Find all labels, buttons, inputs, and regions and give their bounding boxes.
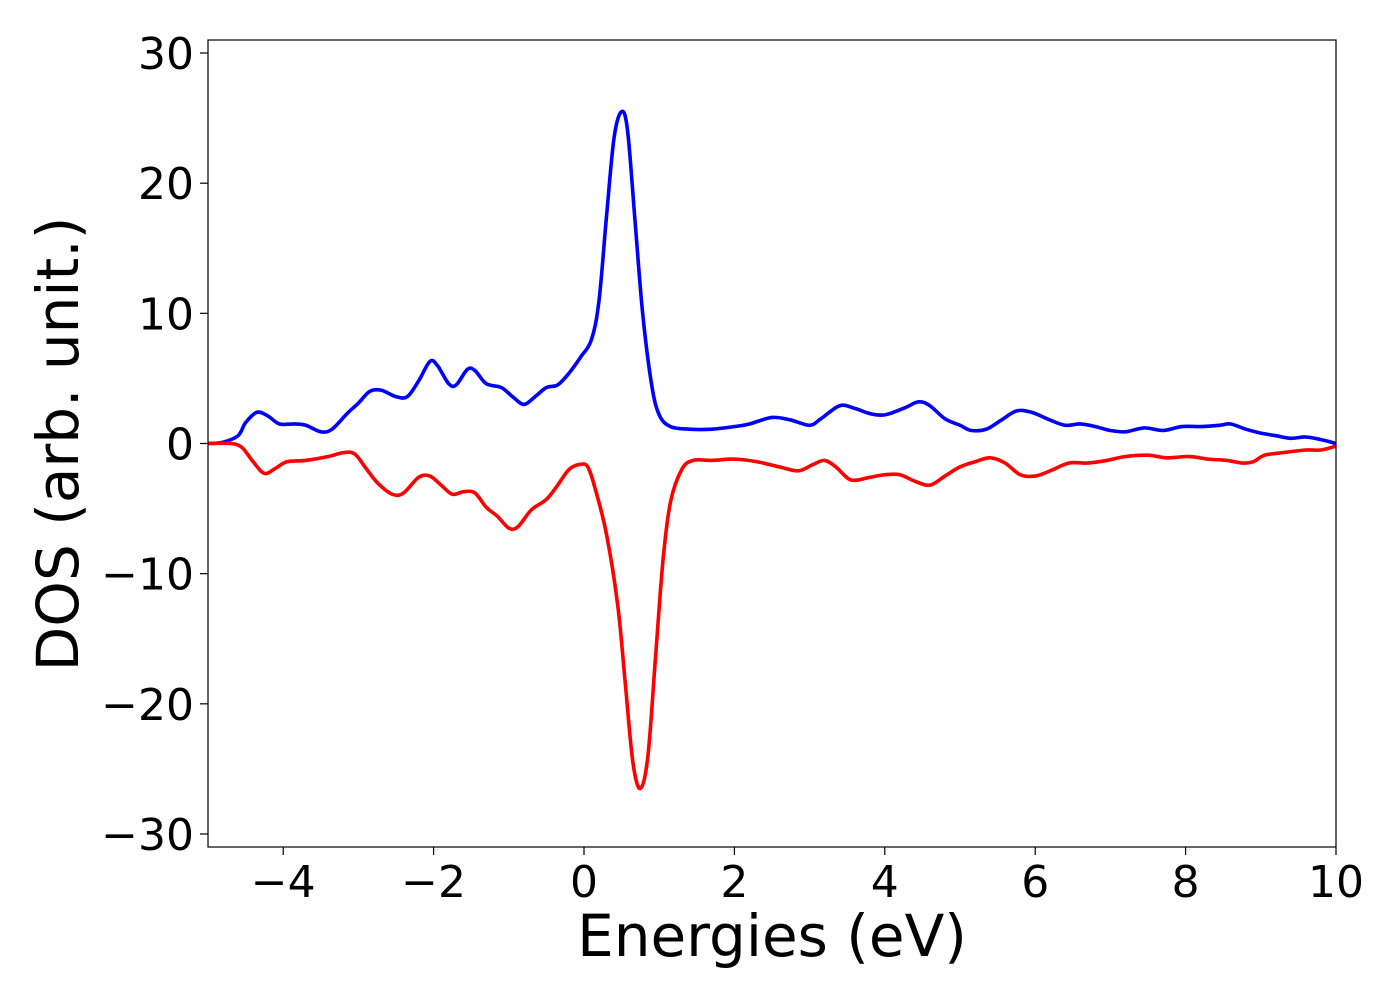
y-tick-label: 30 bbox=[138, 29, 194, 80]
x-tick-label: 8 bbox=[1172, 857, 1200, 908]
y-tick-label: −10 bbox=[101, 550, 194, 601]
series-line-2 bbox=[208, 441, 1336, 791]
x-tick-label: −2 bbox=[401, 857, 466, 908]
x-tick-label: 6 bbox=[1021, 857, 1049, 908]
y-tick-label: −30 bbox=[101, 810, 194, 861]
x-tick-label: 0 bbox=[570, 857, 598, 908]
y-axis-title: DOS (arb. unit.) bbox=[24, 217, 92, 672]
x-axis: −4 −2 0 2 4 6 8 10 bbox=[251, 847, 1364, 908]
plot-frame bbox=[207, 39, 1337, 848]
x-tick-label: 4 bbox=[871, 857, 899, 908]
x-tick-label: 2 bbox=[720, 857, 748, 908]
x-tick-label: −4 bbox=[251, 857, 316, 908]
y-axis: 30 20 10 0 −10 −20 −30 bbox=[101, 29, 208, 861]
series-layer bbox=[208, 109, 1336, 791]
x-axis-title: Energies (eV) bbox=[577, 902, 967, 970]
series-line-1 bbox=[208, 109, 1336, 446]
y-tick-label: −20 bbox=[101, 680, 194, 731]
y-tick-label: 0 bbox=[166, 420, 194, 471]
y-tick-label: 10 bbox=[138, 289, 194, 340]
x-tick-label: 10 bbox=[1308, 857, 1364, 908]
y-tick-label: 20 bbox=[138, 159, 194, 210]
